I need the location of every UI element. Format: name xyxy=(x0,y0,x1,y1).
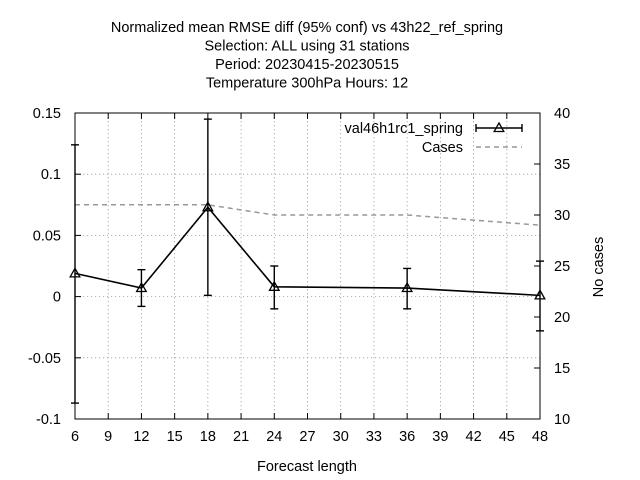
x-tick-label: 48 xyxy=(532,429,548,445)
title-line: Temperature 300hPa Hours: 12 xyxy=(206,76,408,92)
y-tick-label: 0.15 xyxy=(33,106,61,122)
x-tick-label: 45 xyxy=(499,429,515,445)
legend-label-cases: Cases xyxy=(422,140,463,156)
cases-series xyxy=(75,204,541,226)
x-tick-label: 36 xyxy=(399,429,415,445)
x-tick-label: 6 xyxy=(71,429,79,445)
x-tick-label: 15 xyxy=(167,429,183,445)
x-tick-label: 12 xyxy=(133,429,149,445)
data-point xyxy=(268,280,281,291)
y2-axis-label: No cases xyxy=(591,237,607,297)
y-tick-label: 0.1 xyxy=(41,167,61,183)
series-line xyxy=(74,205,541,297)
data-point xyxy=(201,200,214,212)
title-line: Period: 20230415-20230515 xyxy=(215,57,399,73)
x-tick-label: 18 xyxy=(200,429,216,445)
title-line: Normalized mean RMSE diff (95% conf) vs … xyxy=(111,20,503,36)
x-tick-label: 30 xyxy=(333,429,349,445)
y2-tick-label: 30 xyxy=(554,208,570,224)
legend: val46h1rc1_spring Cases xyxy=(345,121,523,156)
chart-title: Normalized mean RMSE diff (95% conf) vs … xyxy=(111,20,503,92)
axis-ticks: 6 9 12 15 18 21 24 27 30 33 36 39 42 45 48 -0.1 -0.05 0 0.… xyxy=(28,106,570,445)
y-tick-label: 0.05 xyxy=(33,228,61,244)
legend-label-main: val46h1rc1_spring xyxy=(345,121,464,137)
x-tick-label: 9 xyxy=(104,429,112,445)
legend-marker xyxy=(493,121,505,133)
y2-tick-label: 20 xyxy=(554,310,570,326)
y2-tick-label: 35 xyxy=(554,157,570,173)
title-line: Selection: ALL using 31 stations xyxy=(204,39,409,55)
y-tick-label: -0.1 xyxy=(36,412,61,428)
y2-tick-label: 25 xyxy=(554,259,570,275)
data-point xyxy=(135,281,148,293)
y-tick-label: 0 xyxy=(53,290,61,306)
y-tick-label: -0.05 xyxy=(28,351,61,367)
data-point xyxy=(401,281,414,293)
x-axis-label: Forecast length xyxy=(257,459,357,475)
x-tick-label: 24 xyxy=(266,429,282,445)
x-tick-label: 33 xyxy=(366,429,382,445)
grid xyxy=(75,113,540,419)
x-tick-label: 27 xyxy=(299,429,315,445)
cases-line xyxy=(75,204,541,226)
y2-tick-label: 10 xyxy=(554,412,570,428)
y2-tick-label: 15 xyxy=(554,361,570,377)
x-tick-label: 42 xyxy=(466,429,482,445)
x-tick-label: 39 xyxy=(432,429,448,445)
x-tick-label: 21 xyxy=(233,429,249,445)
y2-tick-label: 40 xyxy=(554,106,570,122)
